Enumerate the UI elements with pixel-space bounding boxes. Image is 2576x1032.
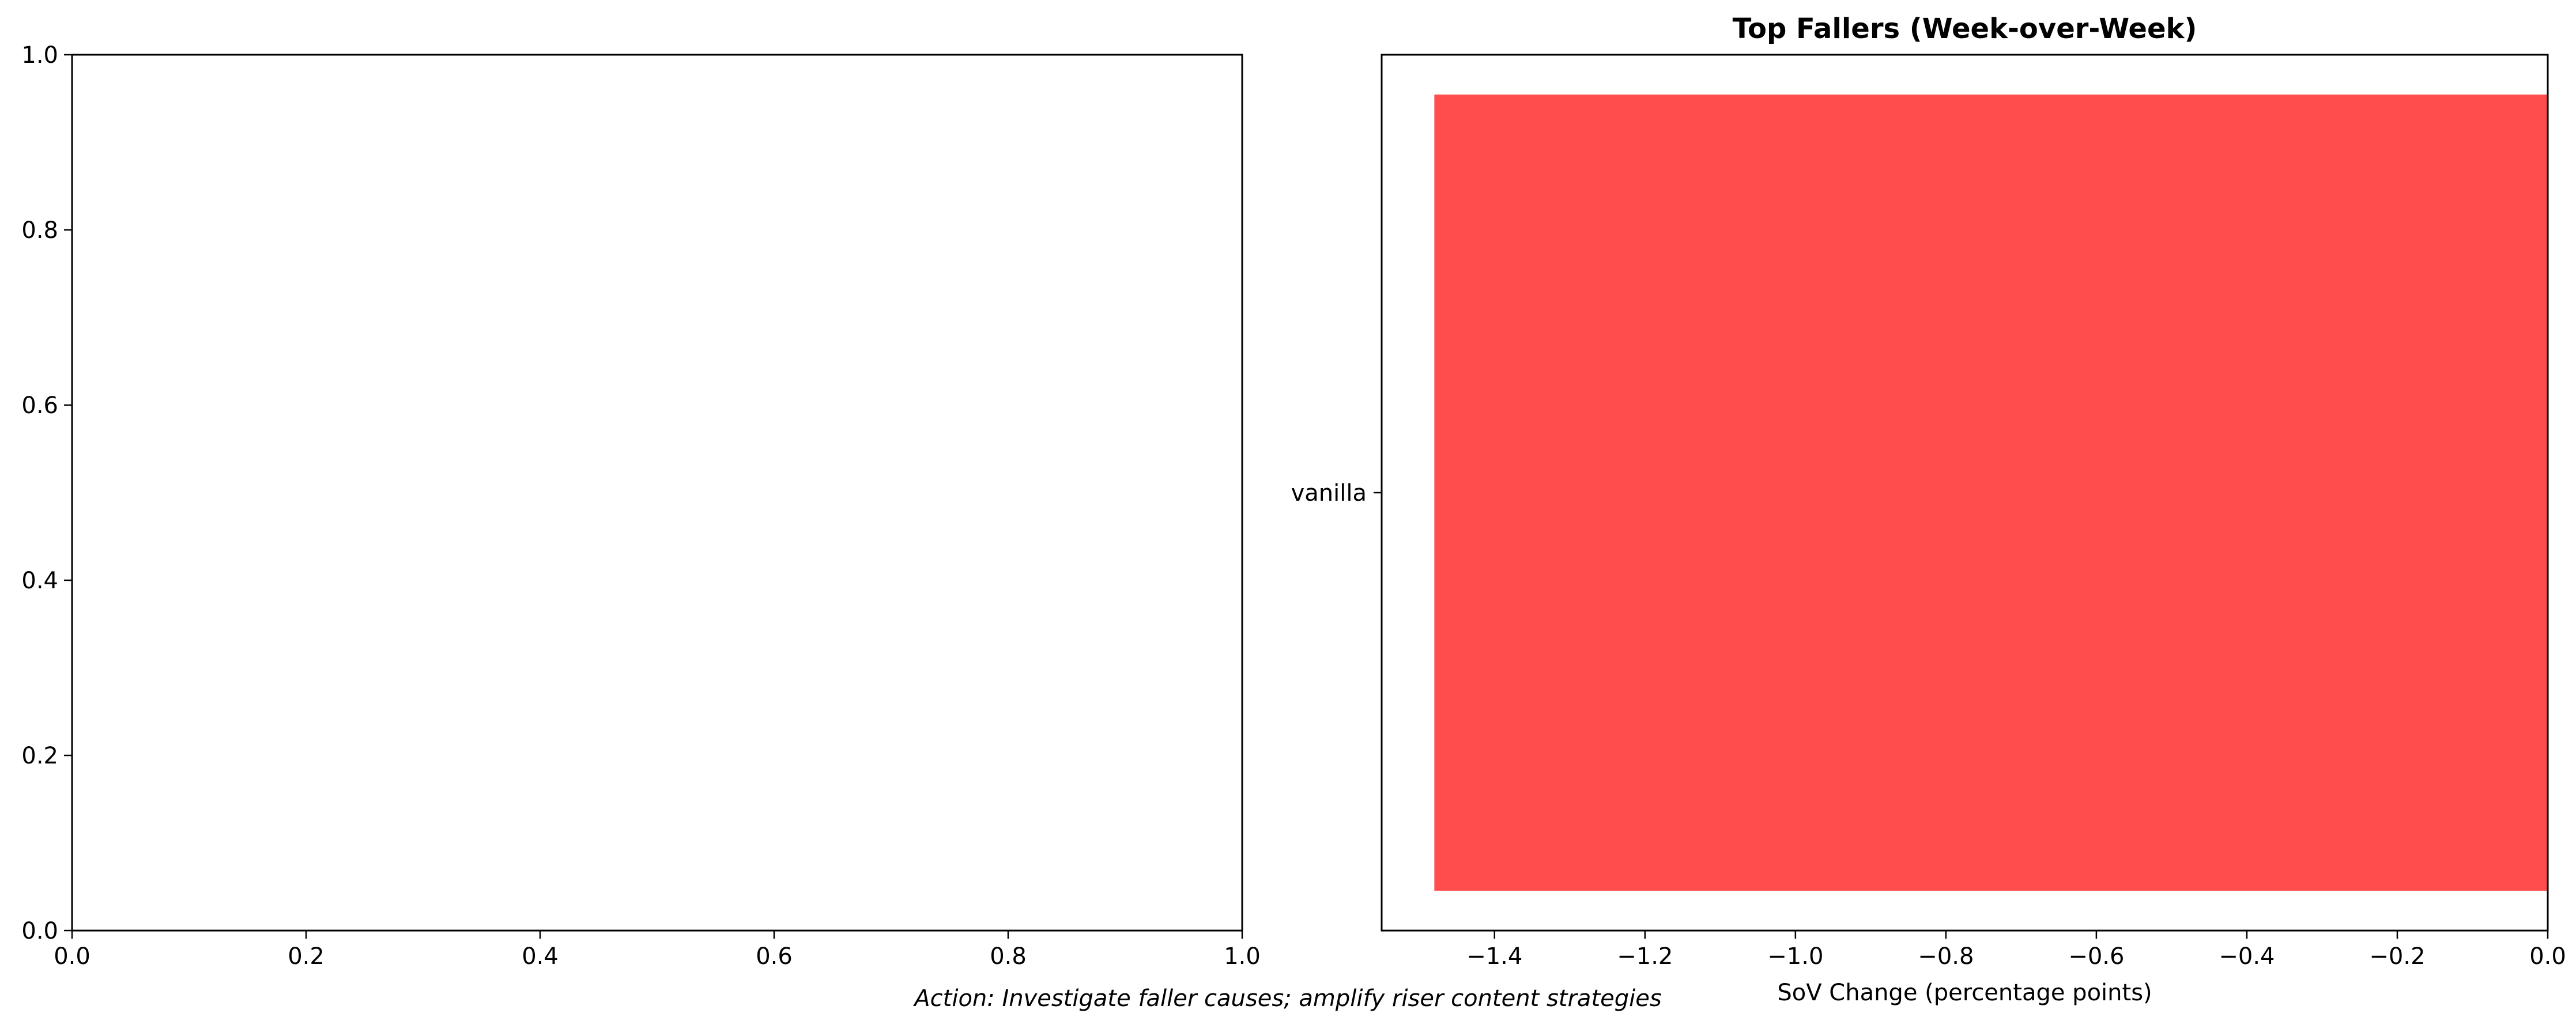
- left-y-tick-label: 0.4: [21, 568, 58, 594]
- left-x-tick-label: 0.0: [54, 943, 90, 970]
- right-x-tick-label: 0.0: [2529, 943, 2566, 970]
- left-axes: 0.0 0.2 0.4 0.6 0.8 1.0 0.0 0.2 0.4 0.6 0.8 1.0: [21, 42, 1260, 970]
- left-y-tick-label: 0.0: [21, 918, 58, 944]
- left-y-tick-label: 1.0: [21, 42, 58, 69]
- right-axes-frame: [1381, 54, 2549, 932]
- right-x-tick-label: −0.4: [2219, 943, 2275, 970]
- right-x-tick-label: −1.2: [1617, 943, 1673, 970]
- category-label: vanilla: [1291, 480, 1367, 506]
- right-x-tick-label: −0.8: [1918, 943, 1974, 970]
- left-x-tick-label: 0.2: [288, 943, 325, 970]
- right-x-axis-label: SoV Change (percentage points): [1777, 980, 2152, 1006]
- left-x-tick-label: 0.6: [756, 943, 793, 970]
- left-y-tick-label: 0.8: [21, 217, 58, 244]
- left-y-tick-label: 0.2: [21, 743, 58, 769]
- right-x-tick-label: −1.4: [1466, 943, 1522, 970]
- left-x-tick-label: 0.4: [522, 943, 559, 970]
- bar-vanilla: [1434, 94, 2548, 891]
- right-x-tick-label: −0.2: [2369, 943, 2425, 970]
- left-x-tick-label: 1.0: [1224, 943, 1261, 970]
- action-footnote: Action: Investigate faller causes; ampli…: [914, 985, 1662, 1012]
- left-x-tick-label: 0.8: [990, 943, 1027, 970]
- left-axes-frame: [71, 54, 1243, 932]
- right-x-tick-label: −1.0: [1767, 943, 1823, 970]
- right-axes: Top Fallers (Week-over-Week) SoV Change …: [1291, 13, 2566, 1006]
- right-x-tick-label: −0.6: [2068, 943, 2124, 970]
- left-y-tick-label: 0.6: [21, 392, 58, 419]
- right-chart-title: Top Fallers (Week-over-Week): [1733, 13, 2197, 45]
